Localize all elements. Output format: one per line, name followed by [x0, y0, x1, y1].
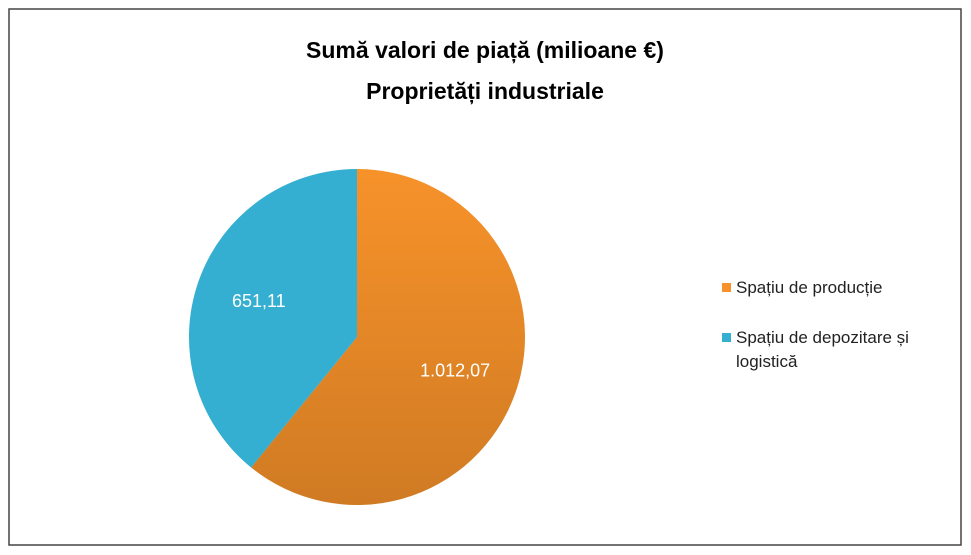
chart-subtitle: Proprietăți industriale — [366, 78, 604, 105]
data-label: 651,11 — [232, 291, 286, 311]
legend-item: Spațiu de depozitare și logistică — [722, 326, 937, 374]
pie: 1.012,07 651,11 — [188, 169, 525, 505]
legend-swatch — [722, 283, 731, 292]
chart-title: Sumă valori de piață (milioane €) — [306, 37, 664, 64]
legend-swatch — [722, 333, 731, 342]
pie-slice — [188, 169, 357, 468]
data-label: 1.012,07 — [420, 361, 490, 381]
legend-item: Spațiu de producție — [722, 276, 937, 300]
legend-label: Spațiu de depozitare și logistică — [736, 328, 909, 371]
legend: Spațiu de producție Spațiu de depozitare … — [722, 276, 937, 400]
legend-label: Spațiu de producție — [736, 278, 883, 297]
